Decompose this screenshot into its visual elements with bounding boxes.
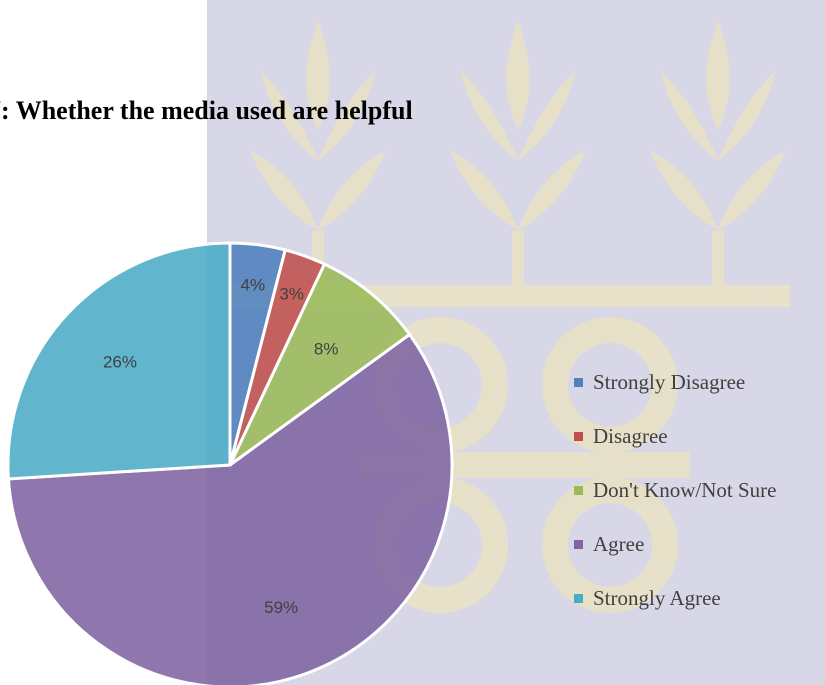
pie-slice-strongly-agree <box>6 241 232 481</box>
legend-label: Strongly Agree <box>593 586 721 610</box>
slice-label-agree: 59% <box>264 598 298 617</box>
legend-label: Disagree <box>593 424 668 448</box>
pie-slice-agree <box>6 332 454 685</box>
legend-swatch <box>574 486 583 495</box>
slice-label-don-t-know-not-sure: 8% <box>314 340 339 359</box>
legend-item: Don't Know/Not Sure <box>574 474 776 507</box>
legend-swatch <box>574 378 583 387</box>
legend-label: Don't Know/Not Sure <box>593 478 777 502</box>
legend-swatch <box>574 540 583 549</box>
legend-item: Agree <box>574 528 776 561</box>
legend-label: Agree <box>593 532 645 556</box>
legend-swatch <box>574 432 583 441</box>
legend-swatch <box>574 594 583 603</box>
legend-label: Strongly Disagree <box>593 370 746 394</box>
legend-item: Strongly Disagree <box>574 366 776 399</box>
slice-label-disagree: 3% <box>279 285 304 304</box>
legend-item: Strongly Agree <box>574 582 776 615</box>
slice-label-strongly-agree: 26% <box>103 353 137 372</box>
slice-label-strongly-disagree: 4% <box>241 275 266 294</box>
chart-title: 7: Whether the media used are helpful <box>0 96 413 125</box>
pie-slice-don-t-know-not-sure <box>228 262 412 467</box>
legend-item: Disagree <box>574 420 776 453</box>
chart-legend: Strongly Disagree Disagree Don't Know/Not … <box>574 366 776 636</box>
